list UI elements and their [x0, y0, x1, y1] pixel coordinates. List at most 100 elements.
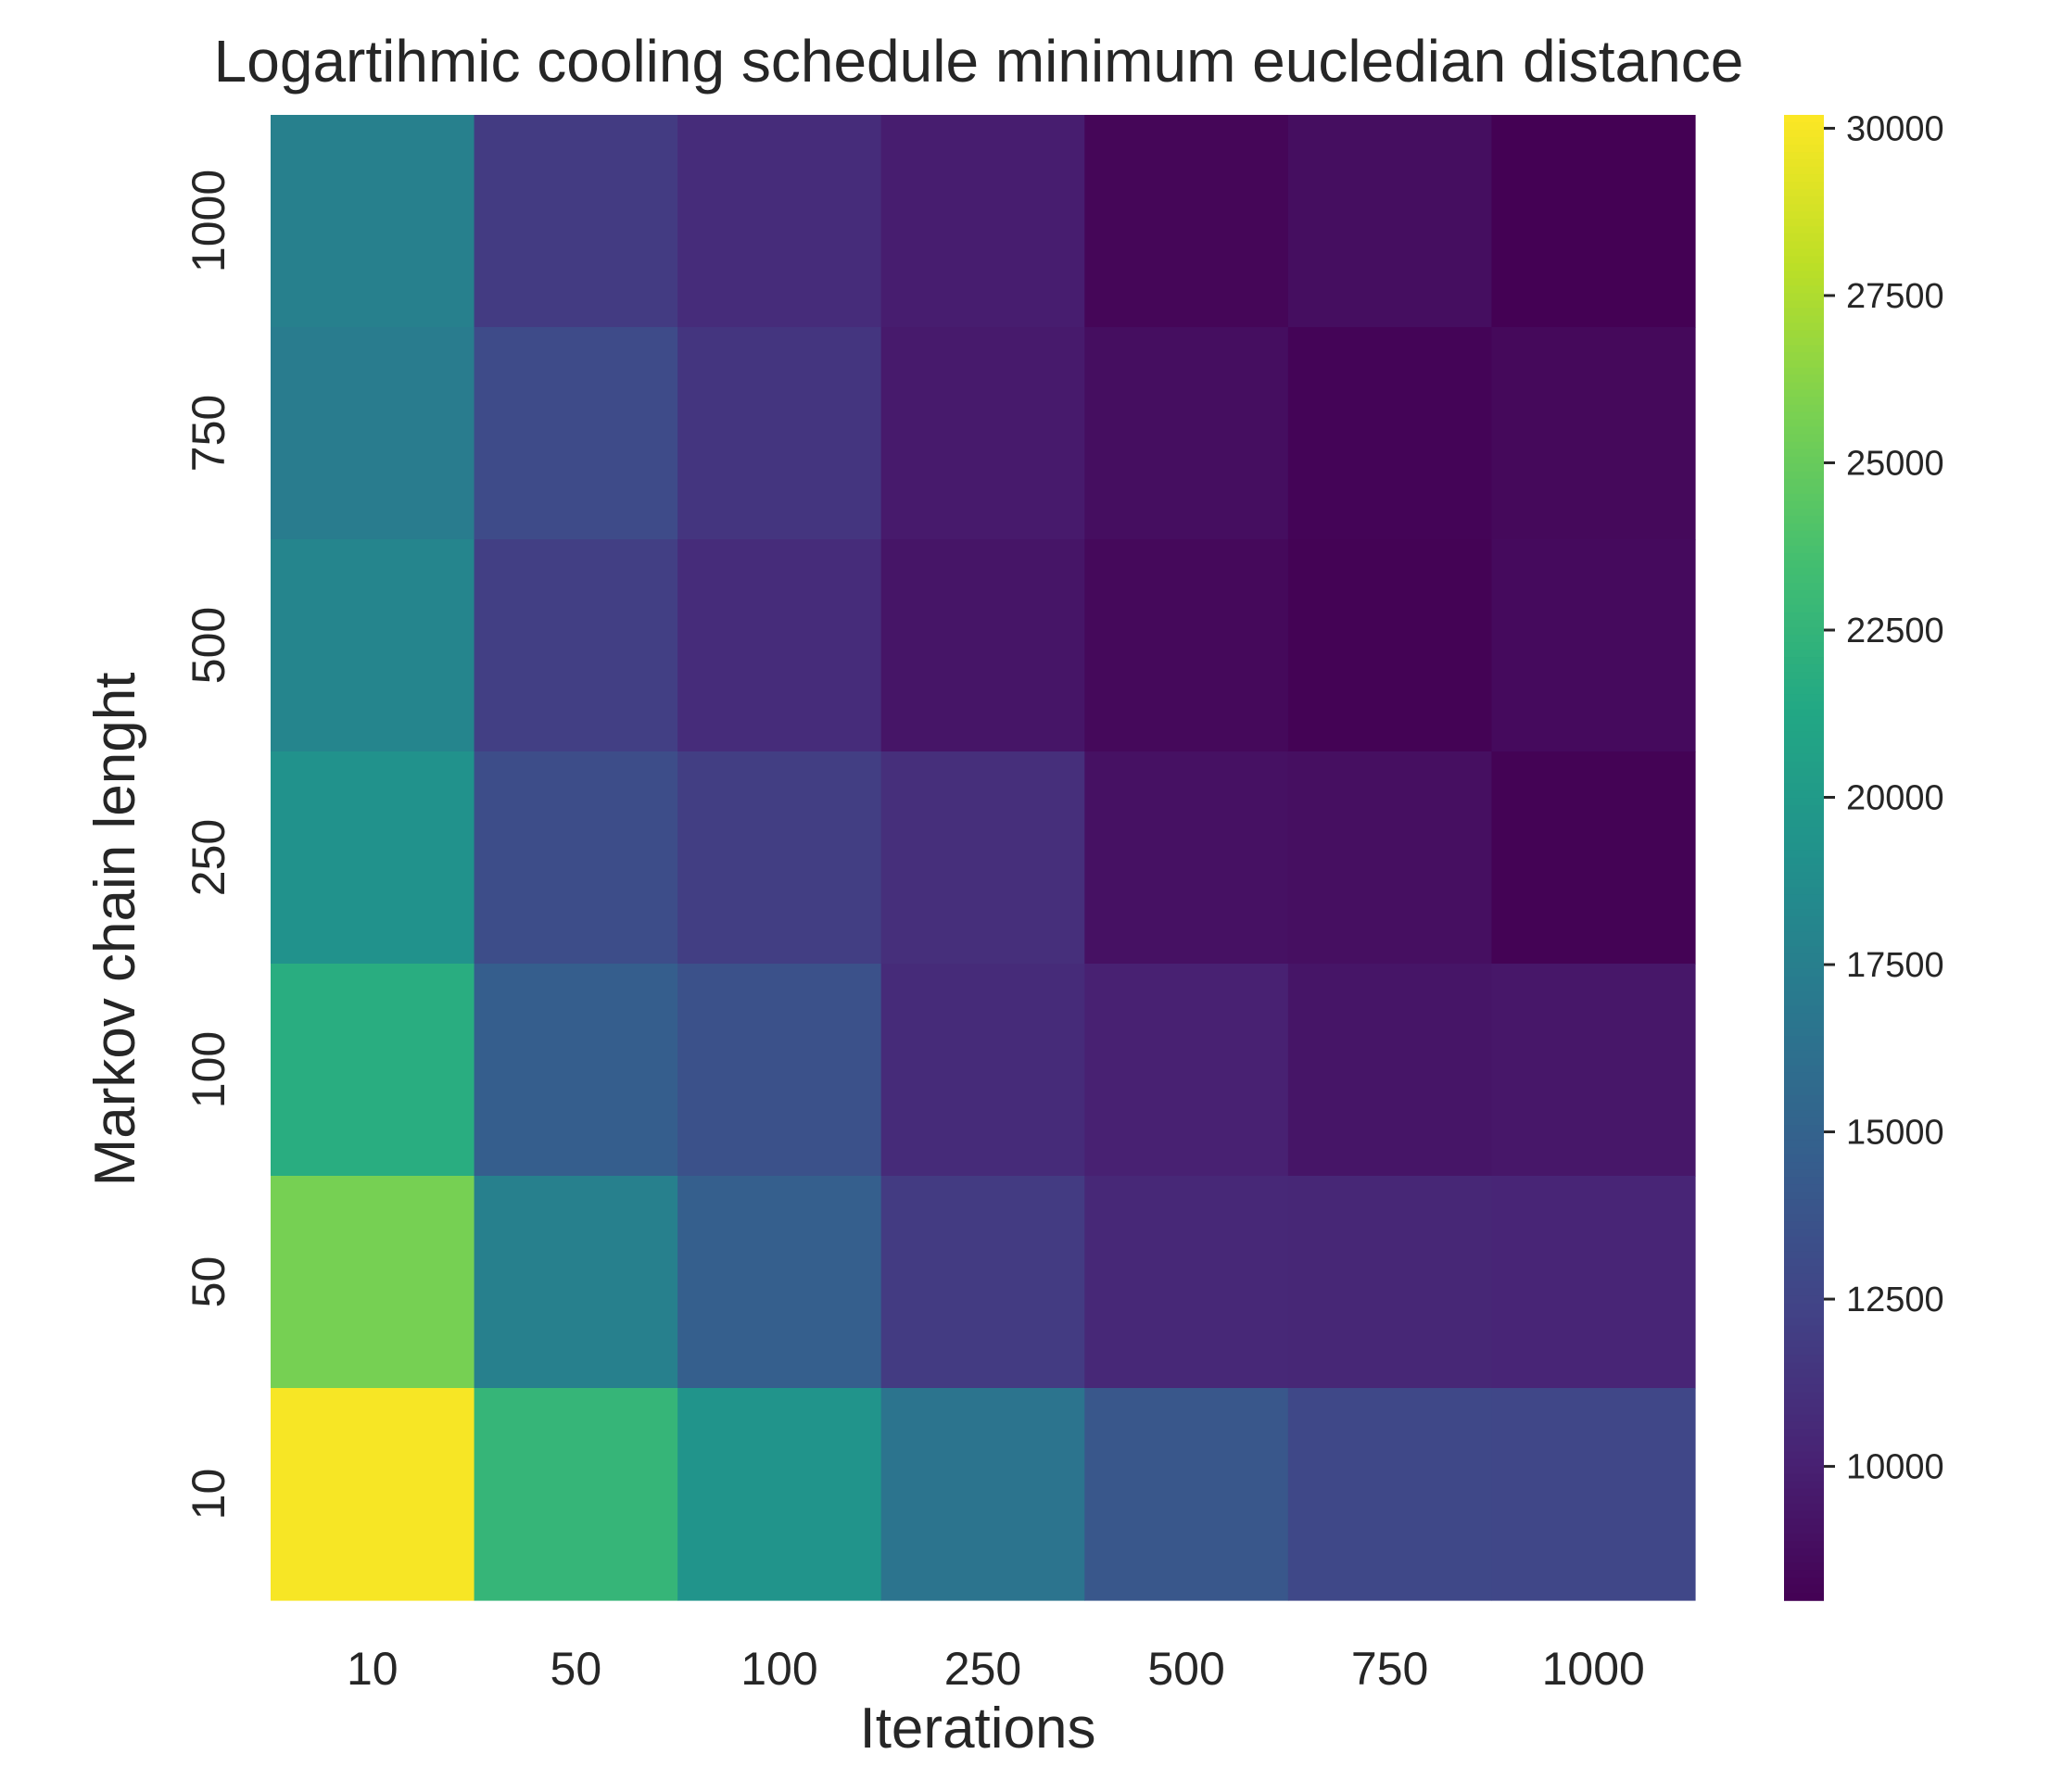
colorbar-segment [1784, 1221, 1824, 1230]
colorbar-segment [1784, 300, 1824, 309]
colorbar-segment [1784, 1466, 1824, 1475]
colorbar-segment [1784, 827, 1824, 837]
colorbar-segment [1784, 530, 1824, 539]
colorbar-segment [1784, 961, 1824, 970]
colorbar-segment [1784, 790, 1824, 800]
colorbar-segment [1784, 508, 1824, 517]
colorbar-segment [1784, 1332, 1824, 1342]
colorbar-segment [1784, 657, 1824, 665]
heatmap-cell [880, 964, 1085, 1177]
heatmap-cell [474, 751, 678, 965]
colorbar-tick-label: 22500 [1846, 612, 1944, 650]
colorbar-segment [1784, 404, 1824, 413]
colorbar-tick-label: 30000 [1846, 109, 1944, 148]
heatmap-cell [1084, 964, 1289, 1177]
heatmap-cell [271, 964, 475, 1177]
colorbar-segment [1784, 1087, 1824, 1096]
heatmap-cell [474, 1176, 678, 1389]
colorbar-segment [1784, 189, 1824, 197]
colorbar-segment [1784, 872, 1824, 881]
colorbar-segment [1784, 1169, 1824, 1178]
heatmap-cell [1491, 751, 1696, 965]
colorbar-segment [1784, 946, 1824, 955]
colorbar-segment [1784, 233, 1824, 243]
heatmap-cell [474, 964, 678, 1177]
colorbar-segment [1784, 931, 1824, 940]
colorbar-segment [1784, 1125, 1824, 1133]
colorbar-segment [1784, 1577, 1824, 1586]
colorbar-segment [1784, 1042, 1824, 1052]
colorbar-segment [1784, 285, 1824, 295]
colorbar-segment [1784, 1110, 1824, 1118]
colorbar-segment [1784, 1028, 1824, 1037]
colorbar-segment [1784, 798, 1824, 807]
colorbar-segment [1784, 152, 1824, 160]
colorbar-segment [1784, 478, 1824, 487]
colorbar-segment [1784, 1094, 1824, 1104]
colorbar-segment [1784, 1020, 1824, 1029]
colorbar-segment [1784, 1102, 1824, 1111]
colorbar-segment [1784, 486, 1824, 495]
colorbar-tick-label: 27500 [1846, 277, 1944, 316]
x-tick-label: 10 [347, 1643, 399, 1695]
colorbar-segment [1784, 248, 1824, 258]
heatmap-cell [474, 1388, 678, 1601]
colorbar-segment [1784, 1562, 1824, 1571]
heatmap-cell [474, 115, 678, 328]
heatmap-cell [271, 115, 475, 328]
colorbar: 10000 12500 15000 17500 20000 22500 25000 27500… [1784, 109, 1944, 1601]
heatmap-cell [677, 751, 882, 965]
y-tick-labels: 1000 750 500 250 100 50 10 [183, 170, 234, 1520]
colorbar-segment [1784, 991, 1824, 1000]
y-tick-label: 750 [183, 395, 234, 472]
heatmap-cell [1491, 1176, 1696, 1389]
x-tick-label: 100 [740, 1643, 817, 1695]
colorbar-segment [1784, 204, 1824, 212]
colorbar-segment [1784, 1592, 1824, 1601]
colorbar-segment [1784, 1570, 1824, 1579]
colorbar-segment [1784, 1258, 1824, 1268]
colorbar-segment [1784, 1177, 1824, 1185]
colorbar-segment [1784, 650, 1824, 658]
colorbar-segment [1784, 1155, 1824, 1163]
heatmap-cell [1287, 1388, 1493, 1601]
heatmap-cell [474, 539, 678, 752]
y-tick-label: 1000 [183, 170, 234, 272]
colorbar-segment [1784, 389, 1824, 398]
colorbar-segment [1784, 805, 1824, 814]
heatmap-cell [677, 1176, 882, 1389]
colorbar-segment [1784, 471, 1824, 480]
colorbar-segment [1784, 902, 1824, 911]
heatmap-cell [677, 115, 882, 328]
colorbar-segment [1784, 761, 1824, 770]
colorbar-segment [1784, 627, 1824, 636]
x-tick-label: 1000 [1542, 1643, 1645, 1695]
colorbar-segment [1784, 315, 1824, 324]
x-tick-label: 500 [1147, 1643, 1224, 1695]
heatmap-cell [1084, 751, 1289, 965]
heatmap-cell [1084, 1176, 1289, 1389]
colorbar-segment [1784, 1005, 1824, 1015]
colorbar-segment [1784, 1555, 1824, 1564]
colorbar-segment [1784, 1236, 1824, 1245]
heatmap-cell [880, 327, 1085, 540]
colorbar-segment [1784, 612, 1824, 621]
colorbar-segment [1784, 1547, 1824, 1557]
colorbar-segment [1784, 115, 1824, 123]
colorbar-segment [1784, 330, 1824, 339]
heatmap-cell [1287, 1176, 1493, 1389]
colorbar-segment [1784, 523, 1824, 532]
heatmap-cell [271, 327, 475, 540]
colorbar-segment [1784, 441, 1824, 450]
colorbar-tick-label: 15000 [1846, 1114, 1944, 1153]
heatmap-cell [1287, 539, 1493, 752]
colorbar-segment [1784, 545, 1824, 554]
colorbar-segment [1784, 308, 1824, 317]
colorbar-segment [1784, 1503, 1824, 1512]
colorbar-segment [1784, 1377, 1824, 1386]
colorbar-segment [1784, 1079, 1824, 1089]
colorbar-segment [1784, 322, 1824, 332]
heatmap-cell [880, 751, 1085, 965]
colorbar-segment [1784, 574, 1824, 584]
colorbar-segment [1784, 1392, 1824, 1401]
